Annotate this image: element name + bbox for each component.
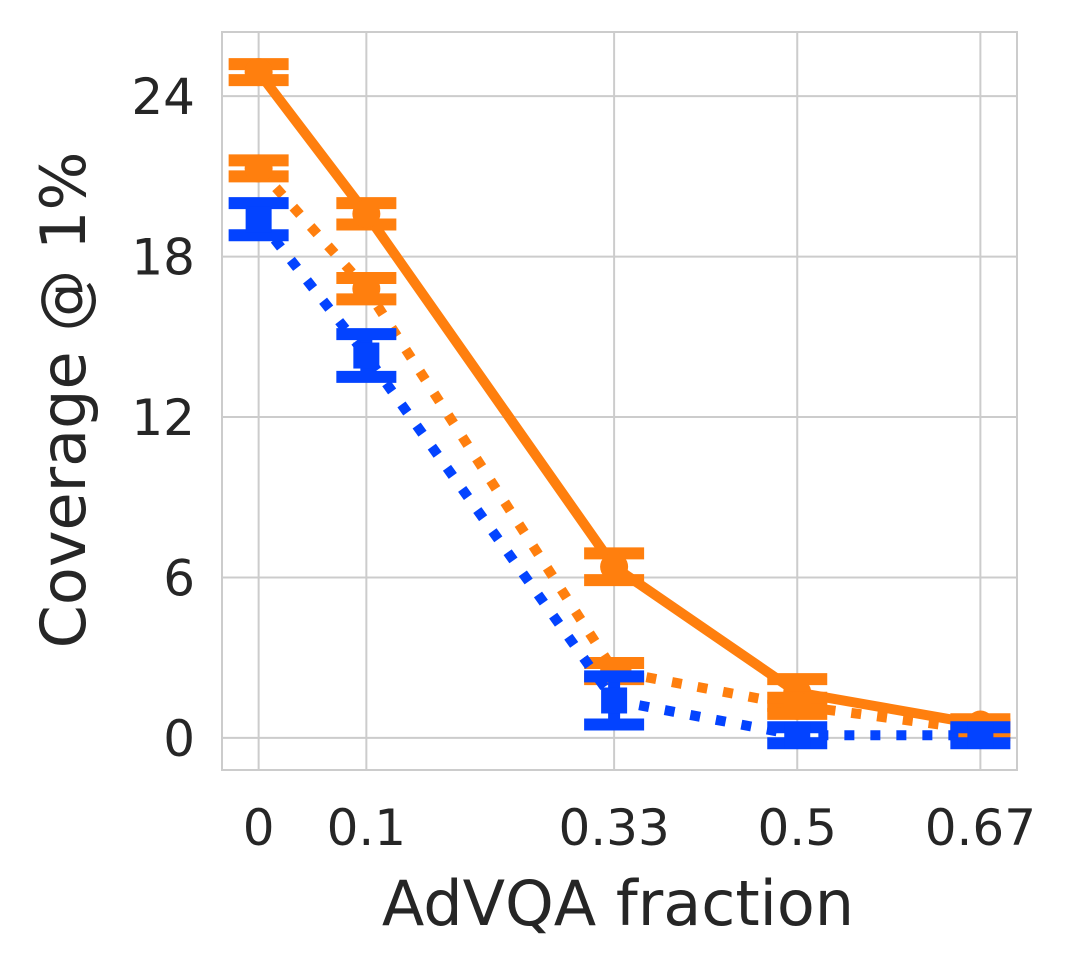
- grid-lines: [222, 32, 1017, 770]
- x-tick-label: 0.1: [327, 799, 407, 857]
- data-point: [353, 342, 380, 369]
- data-point: [783, 691, 812, 720]
- data-point: [244, 154, 273, 183]
- series-orange-dotted: [228, 154, 1011, 744]
- y-tick-labels: 0 6 12 18 24: [131, 68, 195, 768]
- series-blue-dotted: [228, 197, 1011, 750]
- y-axis-label: Coverage @ 1%: [27, 152, 100, 649]
- x-tick-label: 0: [243, 799, 275, 857]
- data-point: [601, 687, 628, 714]
- y-tick-label: 18: [131, 229, 195, 287]
- y-tick-label: 6: [163, 549, 195, 607]
- x-tick-label: 0.67: [925, 799, 1036, 857]
- x-tick-label: 0.33: [558, 799, 669, 857]
- data-point: [784, 722, 811, 749]
- x-axis-label: AdVQA fraction: [382, 867, 854, 940]
- data-point: [352, 274, 381, 303]
- data-point: [245, 206, 272, 233]
- series-layer: [228, 58, 1011, 750]
- series-orange-solid: [228, 58, 1011, 739]
- plot-frame: [221, 31, 1018, 771]
- data-point: [244, 58, 273, 87]
- y-tick-label: 0: [163, 710, 195, 768]
- series-line-orange-dotted: [254, 165, 982, 735]
- data-point: [967, 722, 994, 749]
- x-tick-label: 0.5: [757, 799, 837, 857]
- y-tick-label: 24: [131, 68, 195, 126]
- y-tick-label: 12: [131, 389, 195, 447]
- x-tick-labels: 0 0.1 0.33 0.5 0.67: [243, 799, 1036, 857]
- data-point: [352, 199, 381, 228]
- data-point: [600, 552, 629, 581]
